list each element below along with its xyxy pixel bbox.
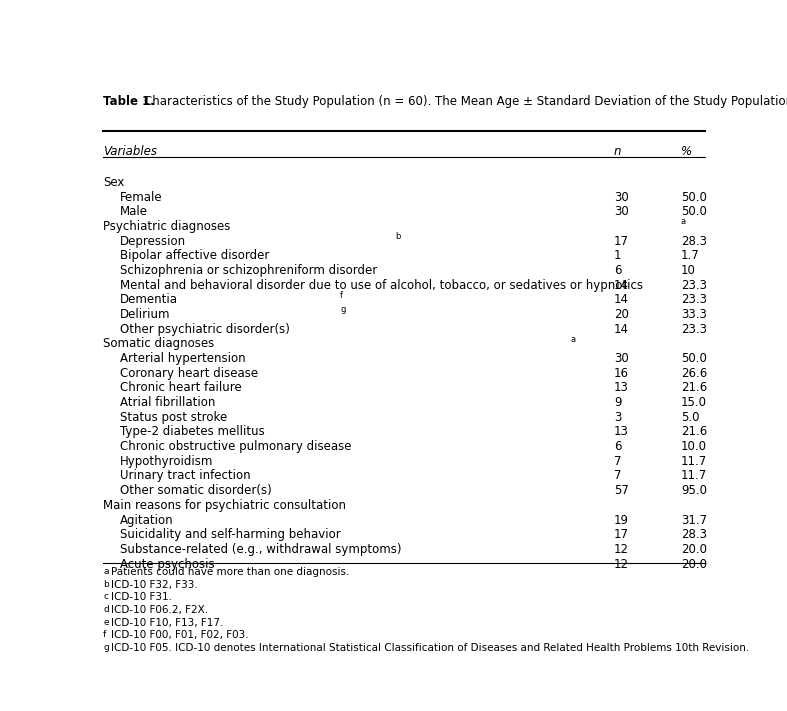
Text: b: b (395, 232, 401, 241)
Text: ICD-10 F05. ICD-10 denotes International Statistical Classification of Diseases : ICD-10 F05. ICD-10 denotes International… (111, 643, 749, 653)
Text: 95.0: 95.0 (681, 484, 707, 497)
Text: 30: 30 (614, 205, 629, 218)
Text: d: d (103, 605, 109, 614)
Text: 26.6: 26.6 (681, 367, 707, 380)
Text: a: a (571, 335, 575, 343)
Text: ICD-10 F00, F01, F02, F03.: ICD-10 F00, F01, F02, F03. (111, 631, 249, 641)
Text: 1.7: 1.7 (681, 250, 700, 262)
Text: Agitation: Agitation (120, 513, 174, 527)
Text: Somatic diagnoses: Somatic diagnoses (103, 338, 215, 351)
Text: 13: 13 (614, 382, 629, 395)
Text: Delirium: Delirium (120, 308, 171, 321)
Text: ICD-10 F31.: ICD-10 F31. (111, 592, 172, 602)
Text: g: g (340, 305, 345, 314)
Text: 12: 12 (614, 543, 629, 556)
Text: Mental and behavioral disorder due to use of alcohol, tobacco, or sedatives or h: Mental and behavioral disorder due to us… (120, 279, 643, 292)
Text: 20: 20 (614, 308, 629, 321)
Text: 17: 17 (614, 235, 629, 247)
Text: 28.3: 28.3 (681, 528, 707, 541)
Text: a: a (680, 218, 685, 226)
Text: Patients could have more than one diagnosis.: Patients could have more than one diagno… (111, 567, 349, 577)
Text: 33.3: 33.3 (681, 308, 707, 321)
Text: 23.3: 23.3 (681, 323, 707, 336)
Text: 11.7: 11.7 (681, 469, 707, 483)
Text: 50.0: 50.0 (681, 191, 707, 204)
Text: 23.3: 23.3 (681, 279, 707, 292)
Text: 21.6: 21.6 (681, 425, 707, 439)
Text: Other somatic disorder(s): Other somatic disorder(s) (120, 484, 272, 497)
Text: 12: 12 (614, 557, 629, 570)
Text: Urinary tract infection: Urinary tract infection (120, 469, 251, 483)
Text: 20.0: 20.0 (681, 543, 707, 556)
Text: 16: 16 (614, 367, 629, 380)
Text: Depression: Depression (120, 235, 187, 247)
Text: 6: 6 (614, 264, 621, 277)
Text: c: c (103, 592, 109, 602)
Text: ICD-10 F10, F13, F17.: ICD-10 F10, F13, F17. (111, 618, 224, 628)
Text: b: b (103, 579, 109, 589)
Text: 50.0: 50.0 (681, 352, 707, 365)
Text: Female: Female (120, 191, 163, 204)
Text: Substance-related (e.g., withdrawal symptoms): Substance-related (e.g., withdrawal symp… (120, 543, 402, 556)
Text: 10: 10 (681, 264, 696, 277)
Text: 15.0: 15.0 (681, 396, 707, 409)
Text: Male: Male (120, 205, 148, 218)
Text: 6: 6 (614, 440, 621, 453)
Text: 30: 30 (614, 191, 629, 204)
Text: 9: 9 (614, 396, 621, 409)
Text: 1: 1 (614, 250, 621, 262)
Text: 23.3: 23.3 (681, 294, 707, 306)
Text: Psychiatric diagnoses: Psychiatric diagnoses (103, 220, 231, 233)
Text: Coronary heart disease: Coronary heart disease (120, 367, 258, 380)
Text: ICD-10 F06.2, F2X.: ICD-10 F06.2, F2X. (111, 605, 209, 615)
Text: Acute psychosis: Acute psychosis (120, 557, 215, 570)
Text: Dementia: Dementia (120, 294, 179, 306)
Text: Schizophrenia or schizophreniform disorder: Schizophrenia or schizophreniform disord… (120, 264, 378, 277)
Text: 19: 19 (614, 513, 629, 527)
Text: 30: 30 (614, 352, 629, 365)
Text: Sex: Sex (103, 176, 124, 189)
Text: 21.6: 21.6 (681, 382, 707, 395)
Text: a: a (103, 567, 109, 576)
Text: e: e (103, 618, 109, 626)
Text: Chronic obstructive pulmonary disease: Chronic obstructive pulmonary disease (120, 440, 352, 453)
Text: Table 1.: Table 1. (103, 95, 155, 108)
Text: n: n (614, 144, 621, 158)
Text: 11.7: 11.7 (681, 455, 707, 468)
Text: 14: 14 (614, 323, 629, 336)
Text: Other psychiatric disorder(s): Other psychiatric disorder(s) (120, 323, 290, 336)
Text: 13: 13 (614, 425, 629, 439)
Text: Bipolar affective disorder: Bipolar affective disorder (120, 250, 270, 262)
Text: f: f (340, 291, 343, 300)
Text: Atrial fibrillation: Atrial fibrillation (120, 396, 216, 409)
Text: 14: 14 (614, 279, 629, 292)
Text: Characteristics of the Study Population (n = 60). The Mean Age ± Standard Deviat: Characteristics of the Study Population … (144, 95, 787, 108)
Text: f: f (103, 631, 106, 639)
Text: 7: 7 (614, 455, 621, 468)
Text: Chronic heart failure: Chronic heart failure (120, 382, 242, 395)
Text: Type-2 diabetes mellitus: Type-2 diabetes mellitus (120, 425, 265, 439)
Text: 5.0: 5.0 (681, 411, 700, 424)
Text: %: % (681, 144, 692, 158)
Text: 3: 3 (614, 411, 621, 424)
Text: 14: 14 (614, 294, 629, 306)
Text: Variables: Variables (103, 144, 157, 158)
Text: 50.0: 50.0 (681, 205, 707, 218)
Text: Status post stroke: Status post stroke (120, 411, 227, 424)
Text: Suicidality and self-harming behavior: Suicidality and self-harming behavior (120, 528, 341, 541)
Text: ICD-10 F32, F33.: ICD-10 F32, F33. (111, 579, 198, 589)
Text: 20.0: 20.0 (681, 557, 707, 570)
Text: Arterial hypertension: Arterial hypertension (120, 352, 246, 365)
Text: 17: 17 (614, 528, 629, 541)
Text: g: g (103, 643, 109, 652)
Text: 31.7: 31.7 (681, 513, 707, 527)
Text: 7: 7 (614, 469, 621, 483)
Text: 10.0: 10.0 (681, 440, 707, 453)
Text: 28.3: 28.3 (681, 235, 707, 247)
Text: Main reasons for psychiatric consultation: Main reasons for psychiatric consultatio… (103, 499, 346, 512)
Text: Hypothyroidism: Hypothyroidism (120, 455, 214, 468)
Text: 57: 57 (614, 484, 629, 497)
